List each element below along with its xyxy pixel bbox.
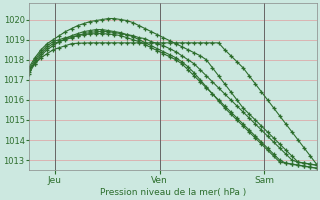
X-axis label: Pression niveau de la mer( hPa ): Pression niveau de la mer( hPa ) bbox=[100, 188, 246, 197]
